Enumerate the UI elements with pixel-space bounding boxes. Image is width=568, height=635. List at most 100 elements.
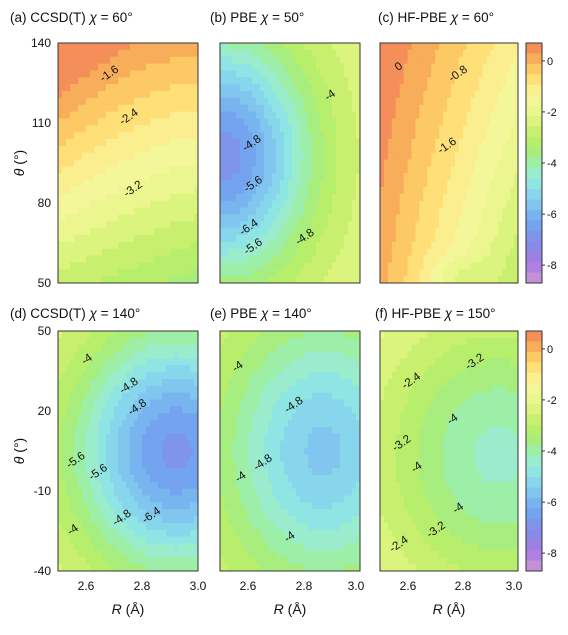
contour-cell — [194, 84, 198, 92]
contour-cell — [248, 187, 253, 195]
contour-cell — [86, 379, 91, 387]
contour-cell — [220, 145, 225, 154]
contour-cell — [276, 235, 281, 243]
contour-cell — [122, 269, 127, 277]
contour-cell — [296, 228, 301, 236]
contour-cell — [494, 255, 499, 264]
contour-cell — [190, 481, 195, 490]
contour-cell — [348, 262, 353, 270]
contour-cell — [470, 111, 476, 120]
contour-cell — [324, 228, 329, 236]
contour-cell — [138, 187, 143, 195]
contour-cell — [324, 173, 329, 181]
contour-cell — [154, 461, 159, 469]
contour-cell — [78, 43, 83, 51]
contour-cell — [248, 276, 253, 283]
contour-cell — [332, 221, 337, 229]
contour-cell — [82, 241, 87, 250]
contour-cell — [344, 91, 349, 99]
contour-cell — [328, 269, 333, 277]
contour-cell — [447, 139, 452, 147]
contour-cell — [142, 228, 147, 236]
contour-cell — [482, 77, 488, 85]
contour-cell — [435, 193, 440, 202]
contour-cell — [462, 269, 468, 277]
contour-cell — [146, 509, 151, 517]
contour-cell — [387, 84, 393, 92]
contour-cell — [70, 550, 75, 558]
contour-cell — [94, 276, 99, 283]
contour-cell — [146, 70, 151, 78]
contour-cell — [130, 139, 135, 147]
contour-cell — [110, 200, 115, 209]
contour-cell — [194, 152, 198, 161]
contour-cell — [114, 331, 119, 339]
contour-cell — [328, 207, 333, 216]
contour-cell — [138, 118, 143, 126]
contour-cell — [66, 392, 71, 401]
contour-cell — [134, 187, 139, 195]
contour-cell — [154, 77, 159, 85]
contour-cell — [154, 564, 159, 571]
contour-cell — [130, 385, 135, 394]
contour-cell — [78, 200, 83, 209]
contour-cell — [403, 125, 409, 133]
contour-cell — [300, 91, 305, 99]
panel-c-plot: 0 -0.8-1.6 — [379, 42, 519, 284]
contour-cell — [182, 276, 187, 283]
contour-cell — [170, 385, 175, 394]
contour-cell — [154, 550, 159, 558]
contour-cell — [146, 440, 151, 449]
contour-cell — [186, 166, 191, 174]
contour-cell — [142, 159, 147, 168]
contour-cell — [336, 173, 341, 181]
contour-cell — [82, 372, 87, 380]
contour-cell — [170, 262, 175, 270]
contour-cell — [178, 97, 183, 106]
contour-cell — [415, 166, 421, 174]
contour-cell — [150, 49, 155, 58]
contour-cell — [427, 43, 432, 51]
contour-cell — [407, 97, 413, 106]
contour-cell — [411, 111, 417, 120]
contour-cell — [142, 550, 147, 558]
contour-cell — [82, 454, 87, 462]
contour-cell — [474, 241, 480, 250]
contour-cell — [126, 331, 131, 339]
contour-cell — [178, 70, 183, 78]
contour-cell — [490, 118, 495, 126]
contour-cell — [391, 248, 397, 257]
contour-cell — [482, 221, 488, 229]
contour-cell — [320, 63, 325, 72]
contour-cell — [162, 365, 167, 373]
contour-cell — [336, 228, 341, 236]
contour-cell — [454, 248, 460, 257]
contour-cell — [114, 200, 119, 209]
contour-cell — [66, 125, 71, 133]
contour-cell — [90, 420, 95, 428]
contour-cell — [340, 221, 345, 229]
contour-cell — [122, 43, 127, 51]
contour-cell — [102, 248, 107, 257]
contour-cell — [272, 132, 277, 140]
contour-cell — [236, 207, 241, 216]
contour-cell — [256, 255, 261, 264]
contour-cell — [383, 248, 389, 257]
contour-cell — [344, 200, 349, 209]
contour-cell — [348, 84, 353, 92]
contour-cell — [94, 413, 99, 421]
contour-cell — [154, 276, 159, 283]
contour-cell — [186, 488, 191, 497]
contour-cell — [90, 111, 95, 120]
contour-cell — [130, 276, 135, 283]
contour-cell — [502, 166, 507, 174]
contour-cell — [264, 91, 269, 99]
contour-cell — [427, 84, 432, 92]
contour-cell — [106, 70, 111, 78]
contour-cell — [284, 118, 289, 126]
contour-cell — [194, 235, 198, 243]
contour-cell — [114, 49, 119, 58]
contour-cell — [118, 97, 123, 106]
contour-cell — [352, 207, 357, 216]
contour-cell — [94, 529, 99, 538]
